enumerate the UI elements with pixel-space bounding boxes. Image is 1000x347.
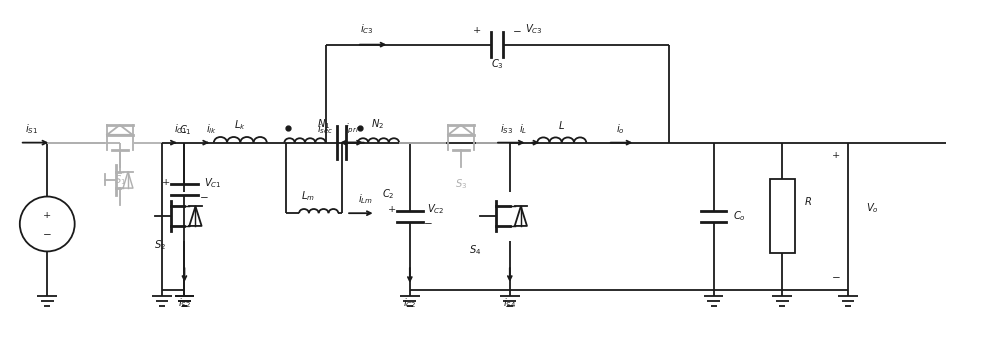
Text: $C_2$: $C_2$ <box>382 188 395 202</box>
Text: $-$: $-$ <box>42 229 52 238</box>
Text: $R$: $R$ <box>804 195 812 208</box>
Text: $S_4$: $S_4$ <box>469 244 482 257</box>
Text: $i_{C3}$: $i_{C3}$ <box>360 22 373 36</box>
Text: $L$: $L$ <box>558 119 565 131</box>
Text: $i_{C2}$: $i_{C2}$ <box>403 296 417 310</box>
Text: $-$: $-$ <box>831 272 841 281</box>
Text: $L_m$: $L_m$ <box>301 189 315 203</box>
Text: $i_{Lm}$: $i_{Lm}$ <box>358 193 373 206</box>
Text: $-$: $-$ <box>423 219 432 228</box>
Text: $V_{C3}$: $V_{C3}$ <box>525 22 543 36</box>
Text: $-$: $-$ <box>512 26 521 35</box>
Text: $i_{C1}$: $i_{C1}$ <box>174 122 187 136</box>
Text: $S_3$: $S_3$ <box>455 177 467 191</box>
Text: $-$: $-$ <box>199 192 209 201</box>
Text: $i_L$: $i_L$ <box>519 122 527 136</box>
Text: $i_{sec}$: $i_{sec}$ <box>317 122 333 136</box>
Text: $S_1$: $S_1$ <box>114 173 126 187</box>
Text: $i_{S1}$: $i_{S1}$ <box>25 122 38 136</box>
Text: +: + <box>832 151 840 160</box>
Text: $C_o$: $C_o$ <box>733 209 746 223</box>
Text: $i_{pri}$: $i_{pri}$ <box>345 122 359 136</box>
Text: +: + <box>388 205 396 214</box>
Text: +: + <box>162 178 170 187</box>
Text: $N_2$: $N_2$ <box>371 117 384 131</box>
Text: $i_{lk}$: $i_{lk}$ <box>206 122 217 136</box>
Text: $L_k$: $L_k$ <box>234 118 246 132</box>
Text: +: + <box>43 211 51 220</box>
Text: $V_o$: $V_o$ <box>866 201 878 215</box>
Text: $S_2$: $S_2$ <box>154 239 166 252</box>
Text: $i_{S3}$: $i_{S3}$ <box>500 122 513 136</box>
Text: $C_3$: $C_3$ <box>491 57 504 71</box>
Text: $i_{S4}$: $i_{S4}$ <box>503 296 516 310</box>
FancyBboxPatch shape <box>770 179 795 253</box>
Text: $i_o$: $i_o$ <box>616 122 624 136</box>
Text: $i_{S2}$: $i_{S2}$ <box>178 296 191 310</box>
Text: +: + <box>473 26 482 35</box>
Text: $V_{C2}$: $V_{C2}$ <box>427 202 445 216</box>
Text: $N_1$: $N_1$ <box>317 117 330 131</box>
Text: $V_{C1}$: $V_{C1}$ <box>204 176 222 190</box>
Text: $C_1$: $C_1$ <box>179 123 192 137</box>
